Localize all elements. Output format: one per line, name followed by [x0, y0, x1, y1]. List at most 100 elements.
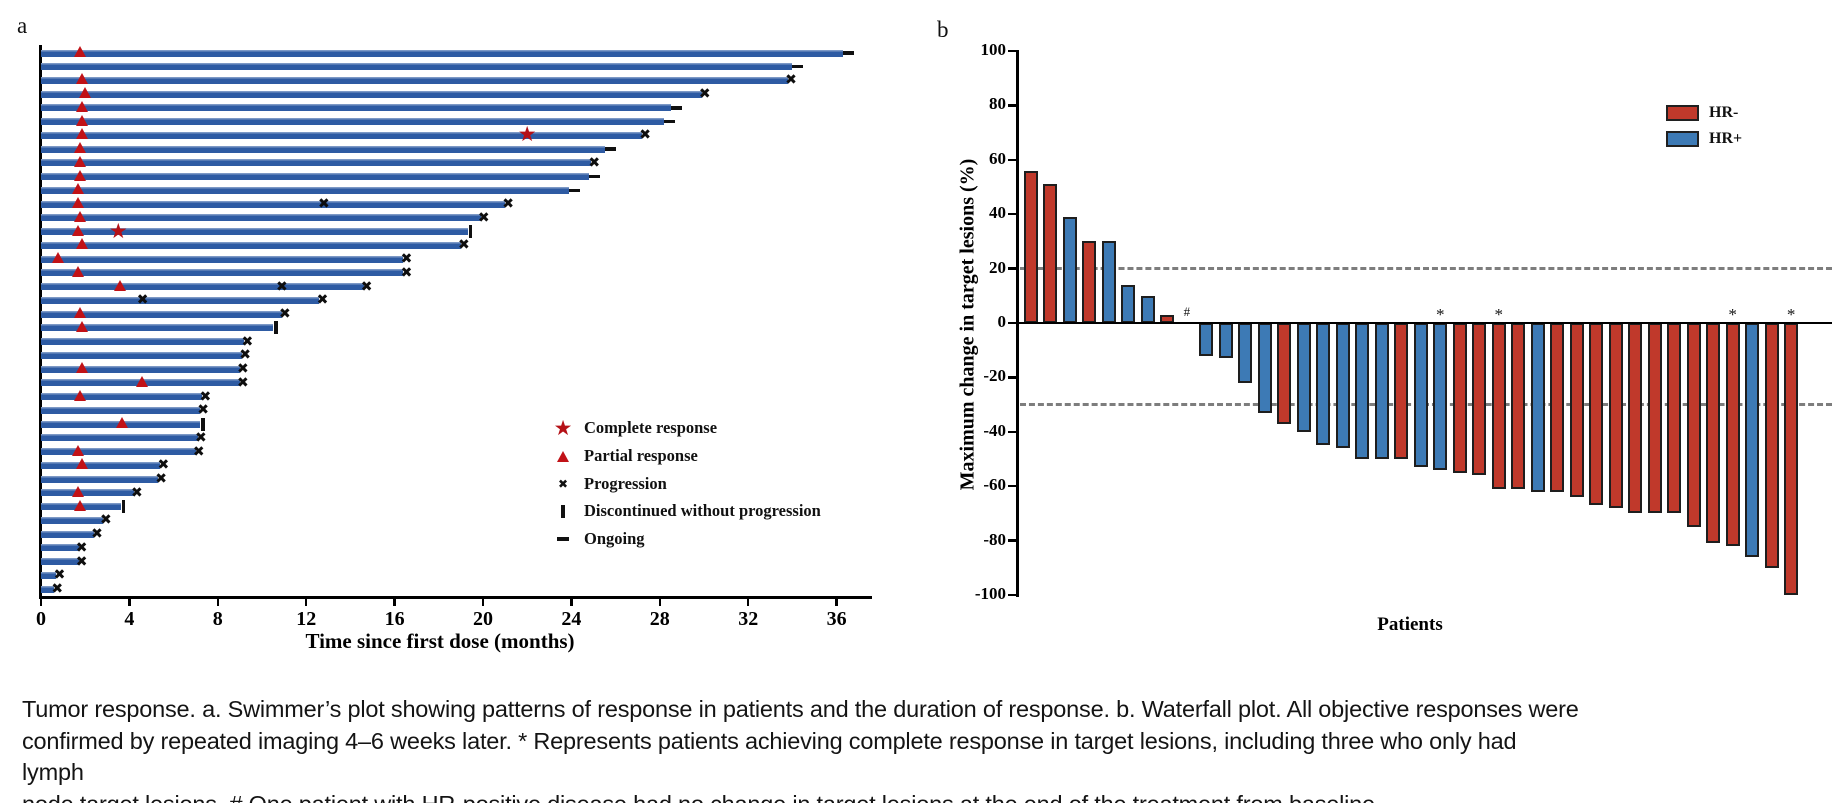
swimmer-bar: [41, 461, 161, 469]
legend-label: Partial response: [584, 446, 698, 465]
waterfall-bar: [1316, 323, 1331, 446]
x-axis-tick-label: 12: [296, 608, 317, 630]
waterfall-bar: [1413, 323, 1428, 468]
partial-response-triangle-icon: [74, 389, 87, 401]
waterfall-bar: [1257, 323, 1272, 413]
progression-x-icon: ✖: [157, 457, 170, 474]
waterfall-bar: [1511, 323, 1526, 489]
partial-response-triangle-icon: [114, 279, 127, 291]
y-axis-tick: [1008, 484, 1016, 488]
waterfall-bar: [1706, 323, 1721, 544]
legend-item-complete-response: Complete response: [550, 417, 717, 439]
hr-positive-swatch-icon: [1666, 131, 1699, 147]
ongoing-dash-icon: [557, 537, 569, 541]
waterfall-bar: [1608, 323, 1623, 508]
ongoing-dash-icon: [843, 51, 855, 55]
swimmer-bar: [41, 544, 79, 552]
swimmer-bar: [41, 76, 788, 84]
y-axis-tick: [1008, 49, 1016, 53]
y-axis-tick: [1008, 267, 1016, 270]
legend-label: Progression: [584, 474, 667, 493]
complete-response-star-icon: ★: [108, 218, 128, 243]
complete-response-star-icon: ★: [517, 122, 537, 147]
x-axis-tick-label: 28: [649, 608, 670, 630]
swimmer-bar: [41, 516, 103, 524]
x-axis-tick-label: 8: [212, 608, 223, 630]
y-axis-tick: [1008, 321, 1016, 325]
progression-x-icon: ✖: [588, 154, 601, 171]
partial-response-triangle-icon: [74, 307, 87, 319]
discontinued-bar-icon: [468, 225, 473, 239]
x-axis-tick: [39, 598, 43, 606]
swimmer-bar: [41, 159, 592, 167]
y-axis-tick: [1008, 539, 1016, 542]
waterfall-zero-line: [1016, 321, 1832, 325]
y-axis-tick: [1008, 593, 1016, 597]
partial-response-triangle-icon: [78, 87, 91, 99]
progression-x-icon: [558, 478, 568, 490]
asterisk-flag: *: [1436, 305, 1445, 324]
waterfall-bar: [1199, 323, 1214, 356]
legend-item-discontinued: Discontinued without progression: [550, 500, 821, 522]
partial-response-triangle-icon: [72, 485, 85, 497]
x-axis-tick-label: 4: [124, 608, 135, 630]
partial-response-triangle-icon: [74, 155, 87, 167]
legend-label: Complete response: [584, 418, 718, 437]
x-axis-tick-label: 20: [473, 608, 493, 630]
waterfall-y-axis-title: Maximum change in target lesions (%): [956, 158, 979, 491]
ongoing-dash-icon: [569, 188, 581, 193]
swimmer-bar: [41, 530, 95, 538]
progression-x-icon: ✖: [237, 361, 249, 378]
discontinued-bar-icon: [274, 321, 278, 335]
ongoing-dash-icon: [664, 119, 676, 124]
partial-response-triangle-icon: [74, 499, 87, 511]
legend-label: Ongoing: [584, 529, 645, 548]
progression-x-icon: ✖: [192, 443, 205, 460]
waterfall-bar: [1686, 323, 1701, 527]
progression-x-icon: ✖: [197, 402, 209, 419]
waterfall-bar: [1472, 323, 1487, 476]
swimmer-bar: [41, 310, 282, 318]
progression-x-icon: ✖: [276, 278, 288, 295]
waterfall-plot: # * * * * 100 80 60 40 20 0 -20 -40 -60 -80 -100: [900, 0, 1835, 680]
progression-x-icon: ✖: [136, 292, 149, 309]
swimmer-plot: 0 4 8 12 16 20 24 28 32 36 ✖ ✖ ★ ✖ ✖ ✖ ✖ ✖ ★ ✖ ✖ ✖ ✖ ✖ ✖ ✖ ✖ ✖ ✖ ✖ ✖ ✖ ✖…: [0, 0, 900, 680]
x-axis-tick-label: 0: [36, 608, 46, 630]
progression-x-icon: ✖: [51, 581, 64, 598]
progression-x-icon: ✖: [698, 86, 711, 103]
swimmer-bar: [41, 186, 570, 194]
progression-x-icon: ✖: [75, 539, 88, 556]
waterfall-bar: [1725, 323, 1740, 547]
x-axis-tick-label: 36: [826, 608, 847, 630]
partial-response-triangle-icon: [76, 320, 89, 332]
y-axis-tick-label: -60: [983, 475, 1006, 495]
x-axis-tick-label: 32: [738, 608, 759, 630]
swimmer-bar: [41, 406, 201, 414]
discontinued-bar-icon: [561, 504, 565, 518]
waterfall-bar: [1530, 323, 1545, 492]
waterfall-bar: [1140, 295, 1155, 323]
progression-x-icon: ✖: [316, 292, 329, 309]
caption-line: node target lesions. # One patient with …: [22, 789, 1582, 803]
x-axis-tick: [570, 598, 573, 606]
waterfall-bar: [1433, 323, 1448, 470]
y-axis-tick-label: -40: [983, 420, 1006, 440]
waterfall-bar: [1589, 323, 1604, 506]
legend-label: HR+: [1709, 130, 1743, 147]
partial-response-triangle-icon: [76, 238, 89, 250]
panel-a-label: a: [17, 13, 28, 38]
partial-response-triangle-icon: [76, 100, 89, 112]
progression-x-icon: ✖: [400, 251, 413, 268]
swimmer-bar: [41, 393, 203, 401]
progression-x-icon: ✖: [785, 72, 797, 89]
waterfall-bar: [1043, 184, 1058, 323]
progression-x-icon: ✖: [100, 512, 112, 529]
legend-item-ongoing: Ongoing: [550, 528, 645, 550]
waterfall-bar: [1277, 323, 1292, 424]
waterfall-bar: [1121, 284, 1136, 323]
swimmer-bar: [41, 585, 55, 593]
y-axis-tick-label: 100: [980, 40, 1007, 59]
swimmer-bar: [41, 475, 159, 483]
swimmer-bar: [41, 104, 671, 112]
